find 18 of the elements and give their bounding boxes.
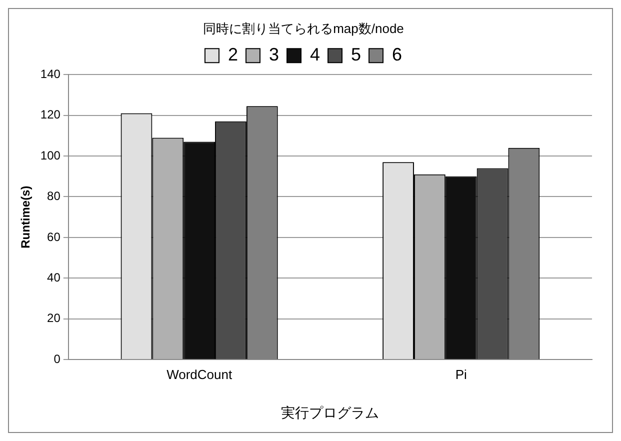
x-axis-title: 実行プログラム bbox=[281, 404, 380, 420]
y-tick-label: 140 bbox=[40, 66, 61, 81]
y-tick-label: 40 bbox=[47, 270, 61, 284]
x-tick-label: WordCount bbox=[166, 366, 232, 382]
y-axis-title: Runtime(s) bbox=[18, 186, 33, 248]
y-tick-label: 100 bbox=[40, 148, 61, 162]
y-tick-label: 80 bbox=[47, 189, 61, 204]
legend-label: 5 bbox=[351, 44, 362, 65]
y-tick-label: 120 bbox=[40, 108, 61, 122]
legend-label: 3 bbox=[268, 44, 279, 65]
legend-label: 4 bbox=[310, 44, 320, 65]
y-tick-label: 0 bbox=[54, 352, 61, 366]
legend-label: 6 bbox=[392, 44, 402, 65]
y-tick-label: 60 bbox=[47, 230, 61, 244]
legend-label: 2 bbox=[228, 44, 238, 65]
legend-title: 同時に割り当てられるmap数/node bbox=[203, 21, 404, 36]
y-tick-label: 20 bbox=[47, 311, 61, 326]
x-tick-label: Pi bbox=[455, 366, 467, 382]
